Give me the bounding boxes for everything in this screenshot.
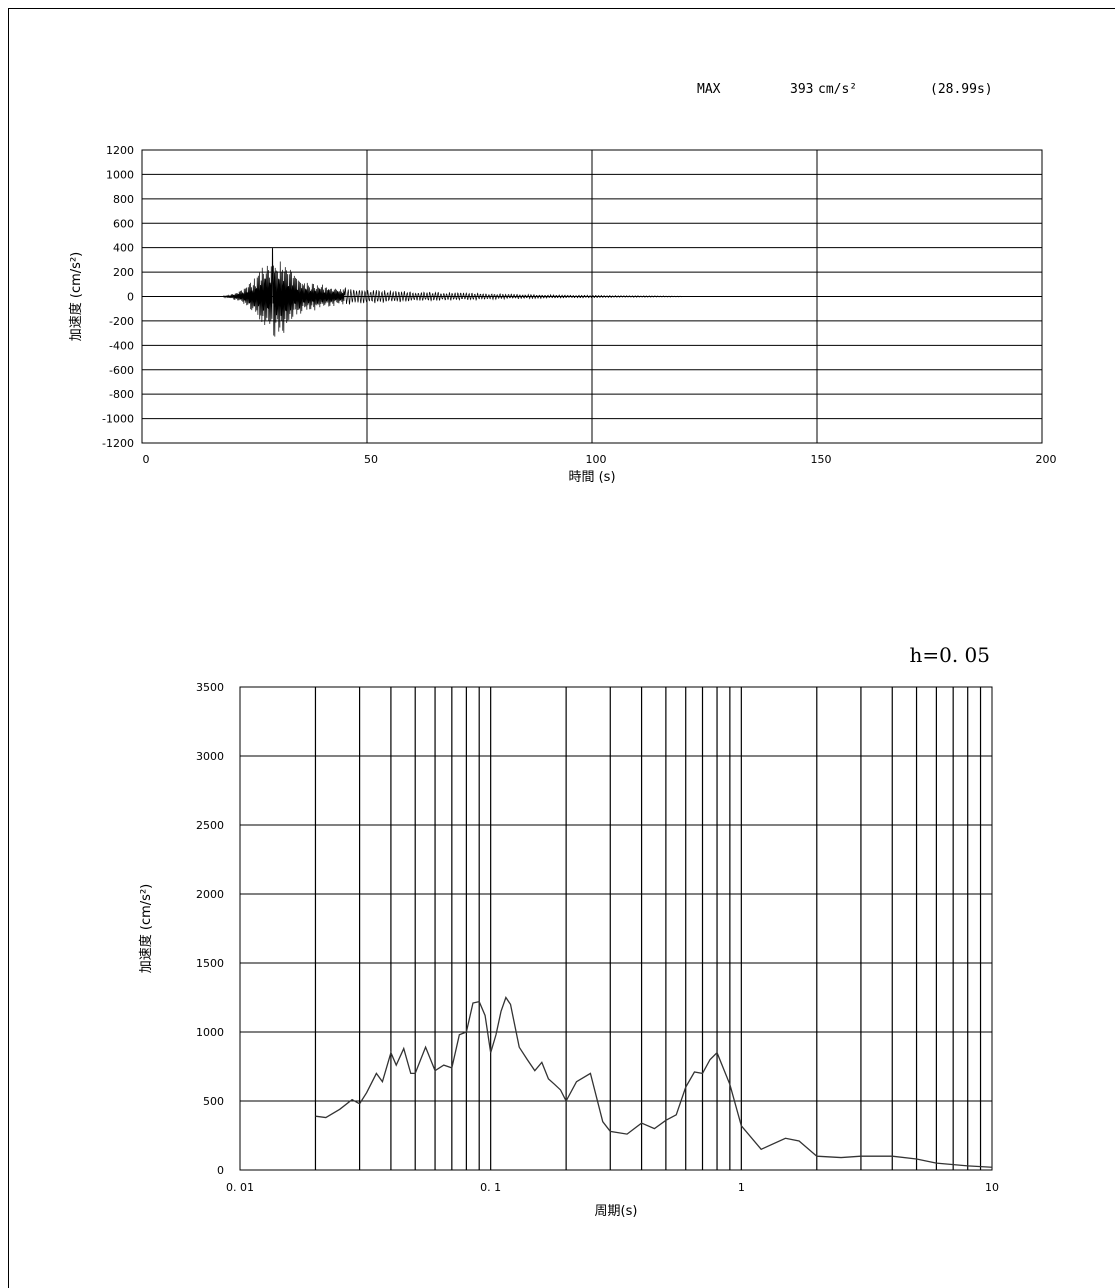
time-history-x-ticks: 0 50 100 150 200 xyxy=(143,453,1057,466)
y-tick-label: 1000 xyxy=(106,168,134,181)
time-history-y-axis-label: 加速度 (cm/s²) xyxy=(68,252,84,341)
spectrum-line xyxy=(315,996,993,1168)
y-tick-label: -1000 xyxy=(102,413,134,426)
x-tick-label: 0. 01 xyxy=(226,1181,254,1194)
time-history-x-axis-label: 時間 (s) xyxy=(568,470,615,485)
max-label: MAX xyxy=(697,82,721,97)
y-tick-label: -600 xyxy=(109,364,134,377)
y-tick-label: 3500 xyxy=(196,681,224,694)
y-tick-label: 600 xyxy=(113,217,134,230)
y-tick-label: 2000 xyxy=(196,888,224,901)
max-time: (28.99s) xyxy=(930,82,993,97)
x-tick-label: 50 xyxy=(364,453,378,466)
y-tick-label: 3000 xyxy=(196,750,224,763)
y-tick-label: 800 xyxy=(113,193,134,206)
x-tick-label: 1 xyxy=(738,1181,745,1194)
plot-border xyxy=(239,686,993,1171)
spectrum-y-ticks: 0 500 1000 1500 2000 2500 3000 3500 xyxy=(196,681,224,1177)
y-tick-label: -200 xyxy=(109,315,134,328)
y-tick-label: 400 xyxy=(113,242,134,255)
y-tick-label: -1200 xyxy=(102,437,134,450)
y-tick-label: 2500 xyxy=(196,819,224,832)
y-tick-label: 0 xyxy=(127,291,134,304)
y-tick-label: 500 xyxy=(203,1095,224,1108)
x-tick-label: 200 xyxy=(1036,453,1057,466)
x-tick-label: 100 xyxy=(586,453,607,466)
time-history-grid xyxy=(141,149,1043,444)
y-tick-label: 1000 xyxy=(196,1026,224,1039)
x-tick-label: 0 xyxy=(143,453,150,466)
spectrum-grid xyxy=(239,686,993,1171)
y-tick-label: -800 xyxy=(109,388,134,401)
page-frame xyxy=(8,8,1115,1288)
damping-label: h=0. 05 xyxy=(909,643,990,667)
spectrum-x-ticks: 0. 01 0. 1 1 10 xyxy=(226,1181,999,1194)
x-tick-label: 0. 1 xyxy=(480,1181,501,1194)
spectrum-y-axis-label: 加速度 (cm/s²) xyxy=(138,884,154,973)
y-tick-label: 0 xyxy=(217,1164,224,1177)
max-unit: cm/s² xyxy=(818,82,858,97)
spectrum-x-axis-label: 周期(s) xyxy=(595,1204,638,1219)
x-tick-label: 10 xyxy=(985,1181,999,1194)
time-history-chart: 120010008006004002000-200-400-600-800-10… xyxy=(68,144,1057,485)
max-value: 393 xyxy=(790,82,814,97)
y-tick-label: 200 xyxy=(113,266,134,279)
x-tick-label: 150 xyxy=(811,453,832,466)
response-spectrum-chart: h=0. 05 0 500 1000 1500 2000 2500 3000 3500 0. … xyxy=(138,643,999,1219)
y-tick-label: 1500 xyxy=(196,957,224,970)
y-tick-label: 1200 xyxy=(106,144,134,157)
acceleration-trace xyxy=(222,248,683,337)
time-history-y-ticks: 1200 1000 800 600 400 200 0 -200 -400 -600 -800 -10… xyxy=(102,144,134,450)
y-tick-label: -400 xyxy=(109,339,134,352)
